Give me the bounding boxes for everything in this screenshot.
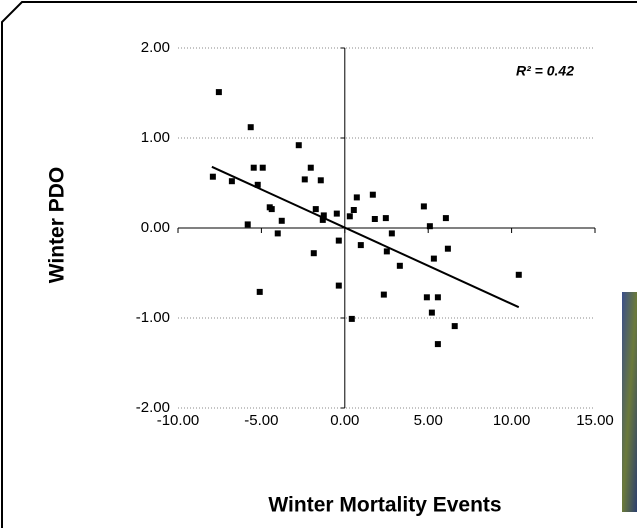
point (254, 181, 261, 188)
point (250, 164, 257, 171)
point (247, 124, 254, 131)
x-tick-label: 0.00 (330, 412, 359, 429)
point (369, 191, 376, 198)
point (346, 213, 353, 220)
point (333, 210, 340, 217)
point (420, 203, 427, 210)
y-tick-label: 1.00 (141, 129, 170, 146)
point (348, 315, 355, 322)
point (444, 245, 451, 252)
point (259, 164, 266, 171)
x-tick-label: 5.00 (414, 412, 443, 429)
point (434, 294, 441, 301)
photo (622, 292, 637, 512)
point (371, 216, 378, 222)
y-axis-title: Winter PDO (46, 167, 69, 283)
point (228, 178, 235, 185)
point (382, 215, 389, 222)
point (350, 207, 357, 213)
point (335, 282, 342, 289)
point (244, 221, 251, 228)
point (442, 215, 449, 222)
point (256, 288, 263, 295)
y-tick-label: -2.00 (136, 399, 170, 416)
point (426, 223, 433, 230)
x-axis-title: Winter Mortality Events (268, 494, 501, 517)
x-tick-label: -10.00 (157, 412, 200, 429)
x-tick-label: -5.00 (244, 412, 278, 429)
point (320, 212, 327, 219)
x-tick-label: 10.00 (493, 412, 531, 429)
point (434, 341, 441, 348)
point (295, 142, 302, 149)
point (423, 294, 430, 301)
point (278, 217, 285, 224)
point (357, 242, 364, 249)
point (380, 291, 387, 298)
y-tick-label: 0.00 (141, 219, 170, 236)
point (388, 230, 395, 237)
point (353, 194, 360, 201)
y-tick-label: 2.00 (141, 39, 170, 56)
point (317, 177, 324, 184)
annotation: R² = 0.42 (516, 63, 574, 79)
point (515, 271, 522, 278)
x-tick-label: 15.00 (576, 412, 614, 429)
point (430, 255, 437, 262)
point (335, 237, 342, 244)
point (209, 173, 216, 180)
point (383, 248, 390, 255)
point (301, 176, 308, 183)
y-tick-label: -1.00 (136, 309, 170, 326)
point (451, 323, 458, 330)
point (307, 164, 314, 171)
point (274, 230, 281, 237)
point (312, 206, 319, 213)
point (215, 89, 222, 96)
point (319, 216, 326, 223)
trendline (211, 165, 520, 309)
point (428, 309, 435, 316)
point (310, 250, 317, 257)
point (268, 206, 275, 213)
point (396, 262, 403, 269)
